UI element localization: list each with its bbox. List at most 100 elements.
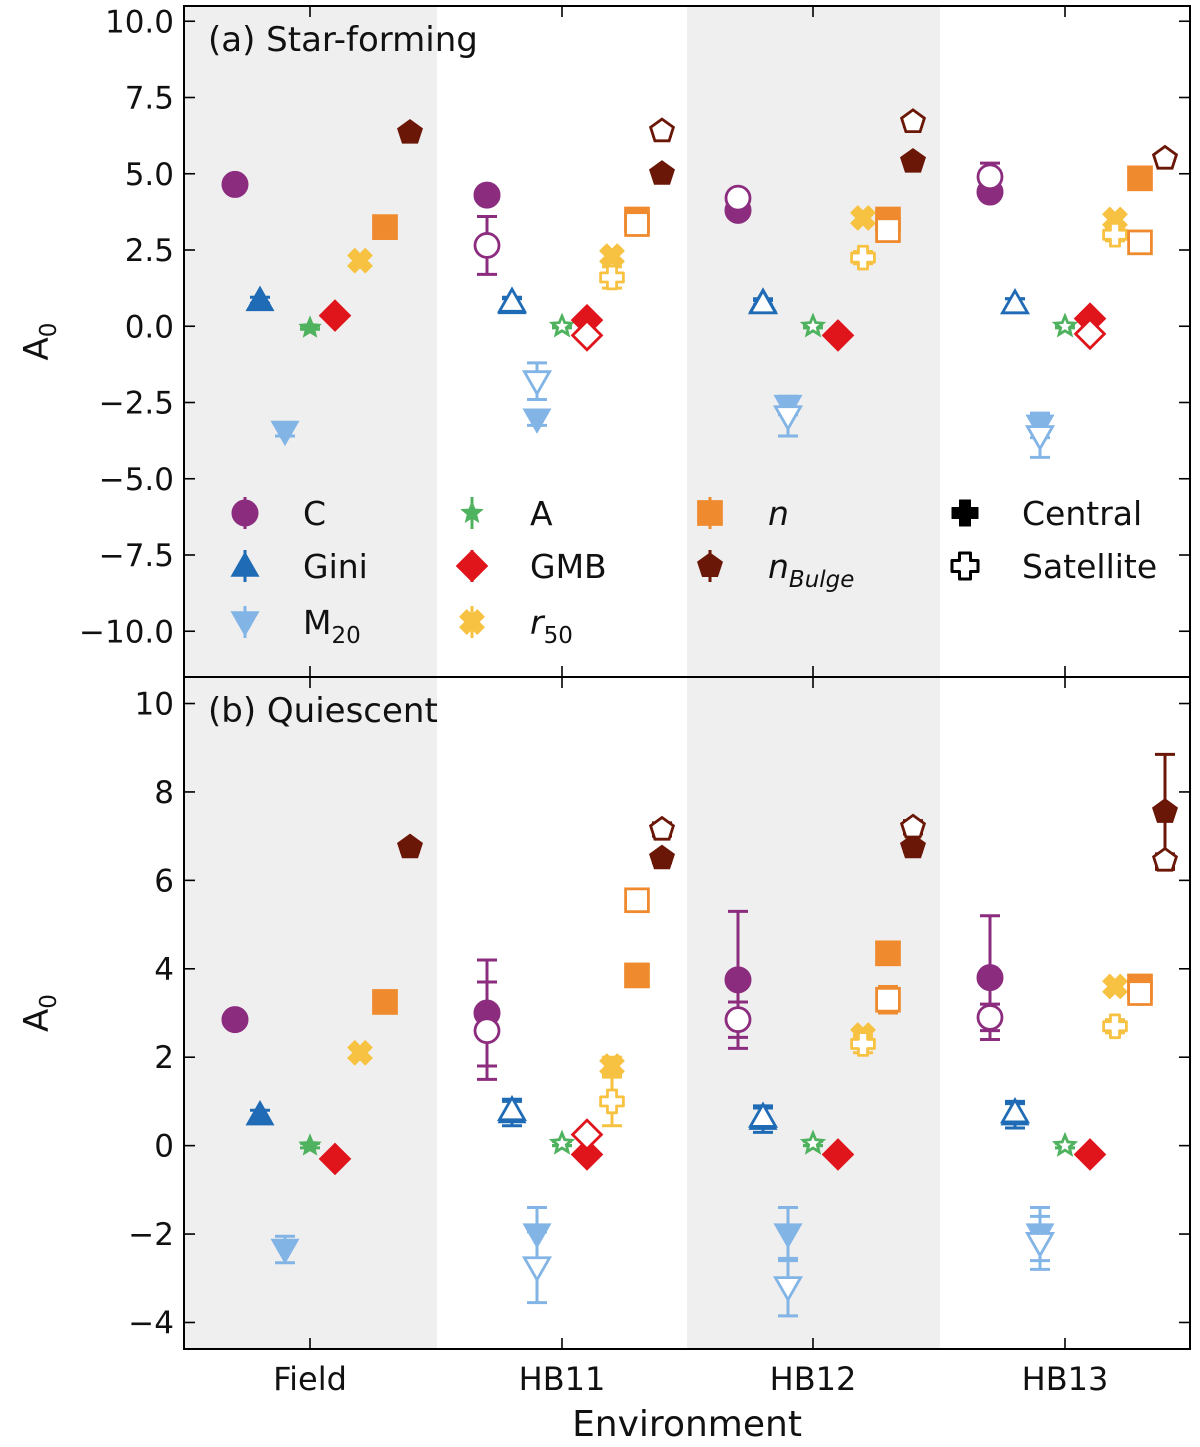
ytick-label: 0.0 — [125, 309, 174, 345]
legend-entry-c: C — [231, 494, 326, 533]
point-c-central-field — [221, 1006, 249, 1034]
marker — [599, 1088, 625, 1115]
marker — [347, 1040, 373, 1066]
point-gmb-satellite-hb11 — [570, 319, 604, 352]
legend-entry-m20: M20 — [230, 603, 361, 649]
marker — [899, 108, 927, 134]
point-nbulge-satellite-hb12 — [899, 813, 927, 839]
point-r50-central-field — [347, 1040, 373, 1066]
legend-marker — [950, 551, 980, 581]
shade-hb12 — [687, 677, 940, 1349]
marker — [473, 1017, 501, 1045]
point-r50-central-hb12 — [850, 205, 876, 231]
legend-label: nBulge — [768, 547, 854, 593]
marker — [270, 420, 300, 447]
point-nbulge-satellite-hb11 — [648, 815, 676, 841]
marker — [799, 1129, 827, 1155]
marker — [221, 170, 249, 198]
legend-marker — [230, 551, 260, 577]
point-a-satellite-hb12 — [799, 312, 827, 338]
point-m20-central-hb11 — [522, 408, 552, 434]
ytick-label: −2 — [128, 1217, 174, 1253]
legend-marker — [230, 611, 260, 637]
marker — [372, 214, 398, 240]
ytick-label: −4 — [128, 1305, 174, 1341]
point-gmb-central-hb12 — [821, 1138, 855, 1171]
point-m20-satellite-hb12 — [772, 1256, 804, 1318]
marker — [270, 1238, 300, 1265]
marker — [649, 844, 675, 870]
marker — [1127, 980, 1153, 1006]
legend-label: Central — [1022, 494, 1142, 533]
point-m20-satellite-hb11 — [521, 1230, 553, 1305]
marker — [976, 1004, 1004, 1031]
point-n-central-hb12 — [875, 940, 901, 967]
marker — [976, 163, 1004, 191]
point-m20-central-field — [270, 1234, 300, 1265]
point-c-satellite-hb13 — [976, 161, 1004, 193]
point-n-central-field — [372, 989, 398, 1015]
marker — [900, 147, 926, 173]
point-a-satellite-hb12 — [799, 1129, 827, 1155]
point-c-satellite-hb13 — [976, 1002, 1004, 1033]
marker — [318, 299, 352, 332]
point-c-satellite-hb11 — [473, 214, 501, 276]
point-gmb-central-hb12 — [821, 319, 855, 352]
marker — [624, 211, 650, 237]
marker — [773, 1223, 803, 1249]
point-r50-central-hb11 — [599, 1053, 625, 1079]
point-c-central-field — [221, 170, 249, 198]
point-n-satellite-hb11 — [624, 211, 650, 237]
point-r50-satellite-hb12 — [850, 244, 876, 271]
point-gini-satellite-hb13 — [999, 287, 1031, 315]
marker — [521, 370, 553, 397]
legend-label: A — [530, 494, 553, 533]
marker — [850, 1031, 876, 1057]
marker — [298, 1133, 322, 1156]
ytick-label: 4 — [154, 952, 174, 988]
legend-entry-central: Central — [951, 494, 1142, 533]
ytick-label: 7.5 — [125, 81, 174, 117]
point-a-satellite-hb11 — [548, 312, 576, 338]
point-nbulge-central-hb12 — [900, 147, 926, 173]
point-gmb-satellite-hb11 — [570, 1118, 604, 1151]
marker — [648, 117, 676, 143]
point-a-satellite-hb11 — [548, 1129, 576, 1155]
marker — [772, 405, 804, 432]
y-axis-label: A0 — [17, 323, 62, 361]
legend-marker — [460, 500, 484, 523]
panel-quiescent: −4 −2 0 2 4 6 8 10 A0 (b) Quiescent — [17, 676, 1191, 1350]
legend-marker — [697, 500, 723, 526]
xtick-label-hb12: HB12 — [770, 1360, 857, 1398]
point-nbulge-central-hb11 — [649, 844, 675, 870]
marker — [772, 1276, 804, 1303]
point-r50-central-hb13 — [1102, 973, 1128, 1000]
marker — [1152, 798, 1178, 823]
ytick-label: 2.5 — [125, 233, 174, 269]
marker — [298, 315, 322, 338]
point-r50-central-field — [347, 247, 373, 274]
point-nbulge-satellite-hb13 — [1151, 846, 1179, 872]
ytick-label: 2 — [154, 1040, 174, 1076]
legend-marker — [455, 549, 489, 583]
marker — [548, 1129, 576, 1155]
marker — [976, 964, 1004, 992]
ytick-label: −2.5 — [99, 386, 174, 422]
ytick-label: 8 — [154, 775, 174, 811]
point-gmb-central-hb11 — [570, 1138, 604, 1171]
point-gini-satellite-hb13 — [999, 1097, 1031, 1124]
shade-field — [184, 6, 437, 677]
legend-marker — [697, 552, 723, 577]
marker — [372, 989, 398, 1015]
marker — [850, 244, 876, 271]
x-axis-label: Environment — [572, 1404, 802, 1445]
axes-frame — [183, 676, 1191, 1350]
point-c-satellite-hb11 — [473, 980, 501, 1081]
ytick-label: 10.0 — [105, 4, 174, 40]
marker — [899, 813, 927, 839]
marker — [875, 217, 901, 243]
point-nbulge-central-hb12 — [900, 833, 926, 859]
legend-label: M20 — [303, 603, 361, 649]
marker — [548, 312, 576, 338]
